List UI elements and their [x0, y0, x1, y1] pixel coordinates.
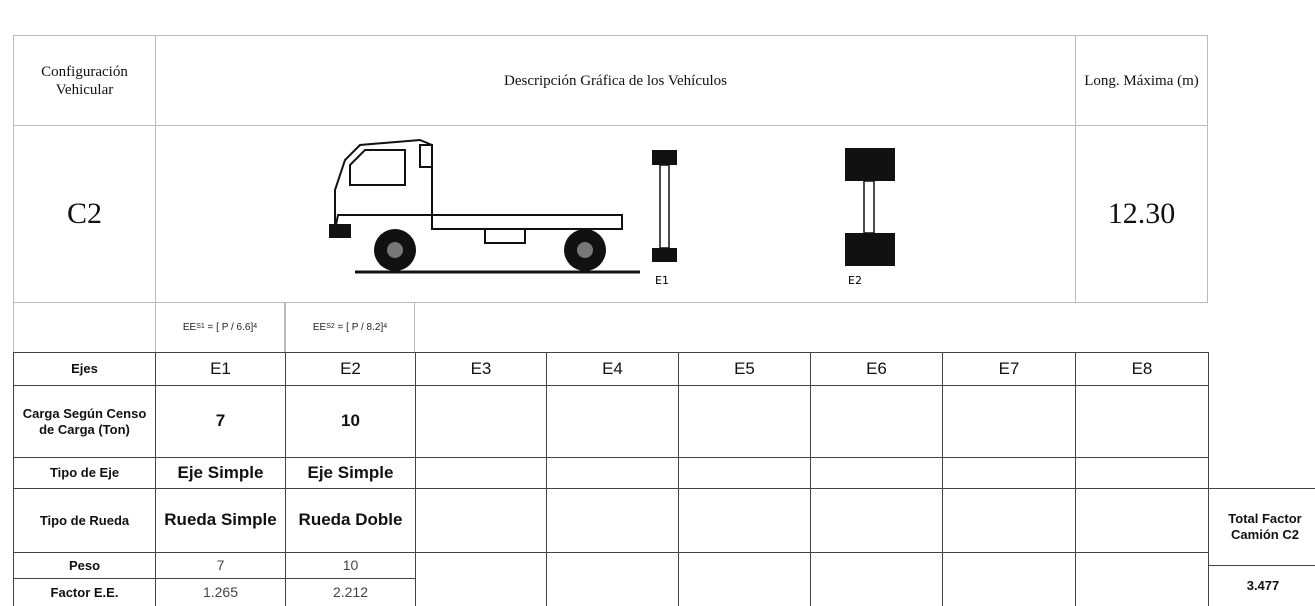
total-value: 3.477	[1208, 565, 1315, 606]
empty-cell	[942, 552, 1076, 606]
row-value: 10	[285, 385, 416, 458]
row-value: 1.265	[155, 578, 286, 606]
empty-cell	[678, 552, 811, 606]
axle-header: Ejes	[13, 352, 156, 386]
total-label: Total Factor Camión C2	[1208, 488, 1315, 566]
formula-part: = [ P / 8.2]	[337, 321, 384, 333]
row-value: Rueda Simple	[155, 488, 286, 553]
empty-cell	[678, 457, 811, 489]
empty-cell	[678, 385, 811, 458]
empty-cell	[1075, 488, 1209, 553]
formula-part: 4	[253, 323, 258, 331]
empty-cell	[942, 488, 1076, 553]
axle-name: E3	[415, 352, 547, 386]
empty-cell	[678, 488, 811, 553]
axle-name: E7	[942, 352, 1076, 386]
empty-cell	[546, 457, 679, 489]
axle-name: E6	[810, 352, 943, 386]
row-label: Tipo de Eje	[13, 457, 156, 489]
vehicle-diagram-cell	[155, 125, 1076, 303]
formula-part: S2	[326, 323, 335, 331]
length-header: Long. Máxima (m)	[1075, 35, 1208, 126]
empty-cell	[415, 552, 547, 606]
empty-cell	[546, 488, 679, 553]
formula: EE S1 = [ P / 6.6] 4	[155, 302, 285, 353]
empty-cell	[942, 385, 1076, 458]
formula-part: S1	[196, 323, 205, 331]
axle-name: E2	[285, 352, 416, 386]
empty-cell	[810, 552, 943, 606]
axle-name: E4	[546, 352, 679, 386]
axle-name: E8	[1075, 352, 1209, 386]
row-label: Peso	[13, 552, 156, 579]
empty-cell	[1075, 457, 1209, 489]
empty-cell	[415, 457, 547, 489]
row-label: Carga Según Censo de Carga (Ton)	[13, 385, 156, 458]
empty-cell	[1075, 552, 1209, 606]
empty-cell	[546, 552, 679, 606]
empty-cell	[810, 385, 943, 458]
empty-cell	[546, 385, 679, 458]
row-value: 7	[155, 552, 286, 579]
description-header: Descripción Gráfica de los Vehículos	[155, 35, 1076, 126]
formula-part: 4	[383, 323, 388, 331]
empty-cell	[415, 488, 547, 553]
empty-cell	[415, 385, 547, 458]
formula: EE S2 = [ P / 8.2] 4	[285, 302, 415, 353]
formula-part: = [ P / 6.6]	[207, 321, 254, 333]
row-label: Tipo de Rueda	[13, 488, 156, 553]
empty-cell	[810, 457, 943, 489]
formula-part: EE	[312, 321, 327, 333]
axle-name: E1	[155, 352, 286, 386]
row-label: Factor E.E.	[13, 578, 156, 606]
config-code: C2	[13, 125, 156, 303]
row-value: 2.212	[285, 578, 416, 606]
row-value: Eje Simple	[285, 457, 416, 489]
row-value: 7	[155, 385, 286, 458]
max-length: 12.30	[1075, 125, 1208, 303]
axle-name: E5	[678, 352, 811, 386]
formula-part: EE	[182, 321, 197, 333]
empty-cell	[1075, 385, 1209, 458]
row-value: Rueda Doble	[285, 488, 416, 553]
empty-cell	[13, 302, 156, 353]
empty-cell	[942, 457, 1076, 489]
row-value: 10	[285, 552, 416, 579]
row-value: Eje Simple	[155, 457, 286, 489]
config-header: Configuración Vehicular	[13, 35, 156, 126]
empty-cell	[810, 488, 943, 553]
